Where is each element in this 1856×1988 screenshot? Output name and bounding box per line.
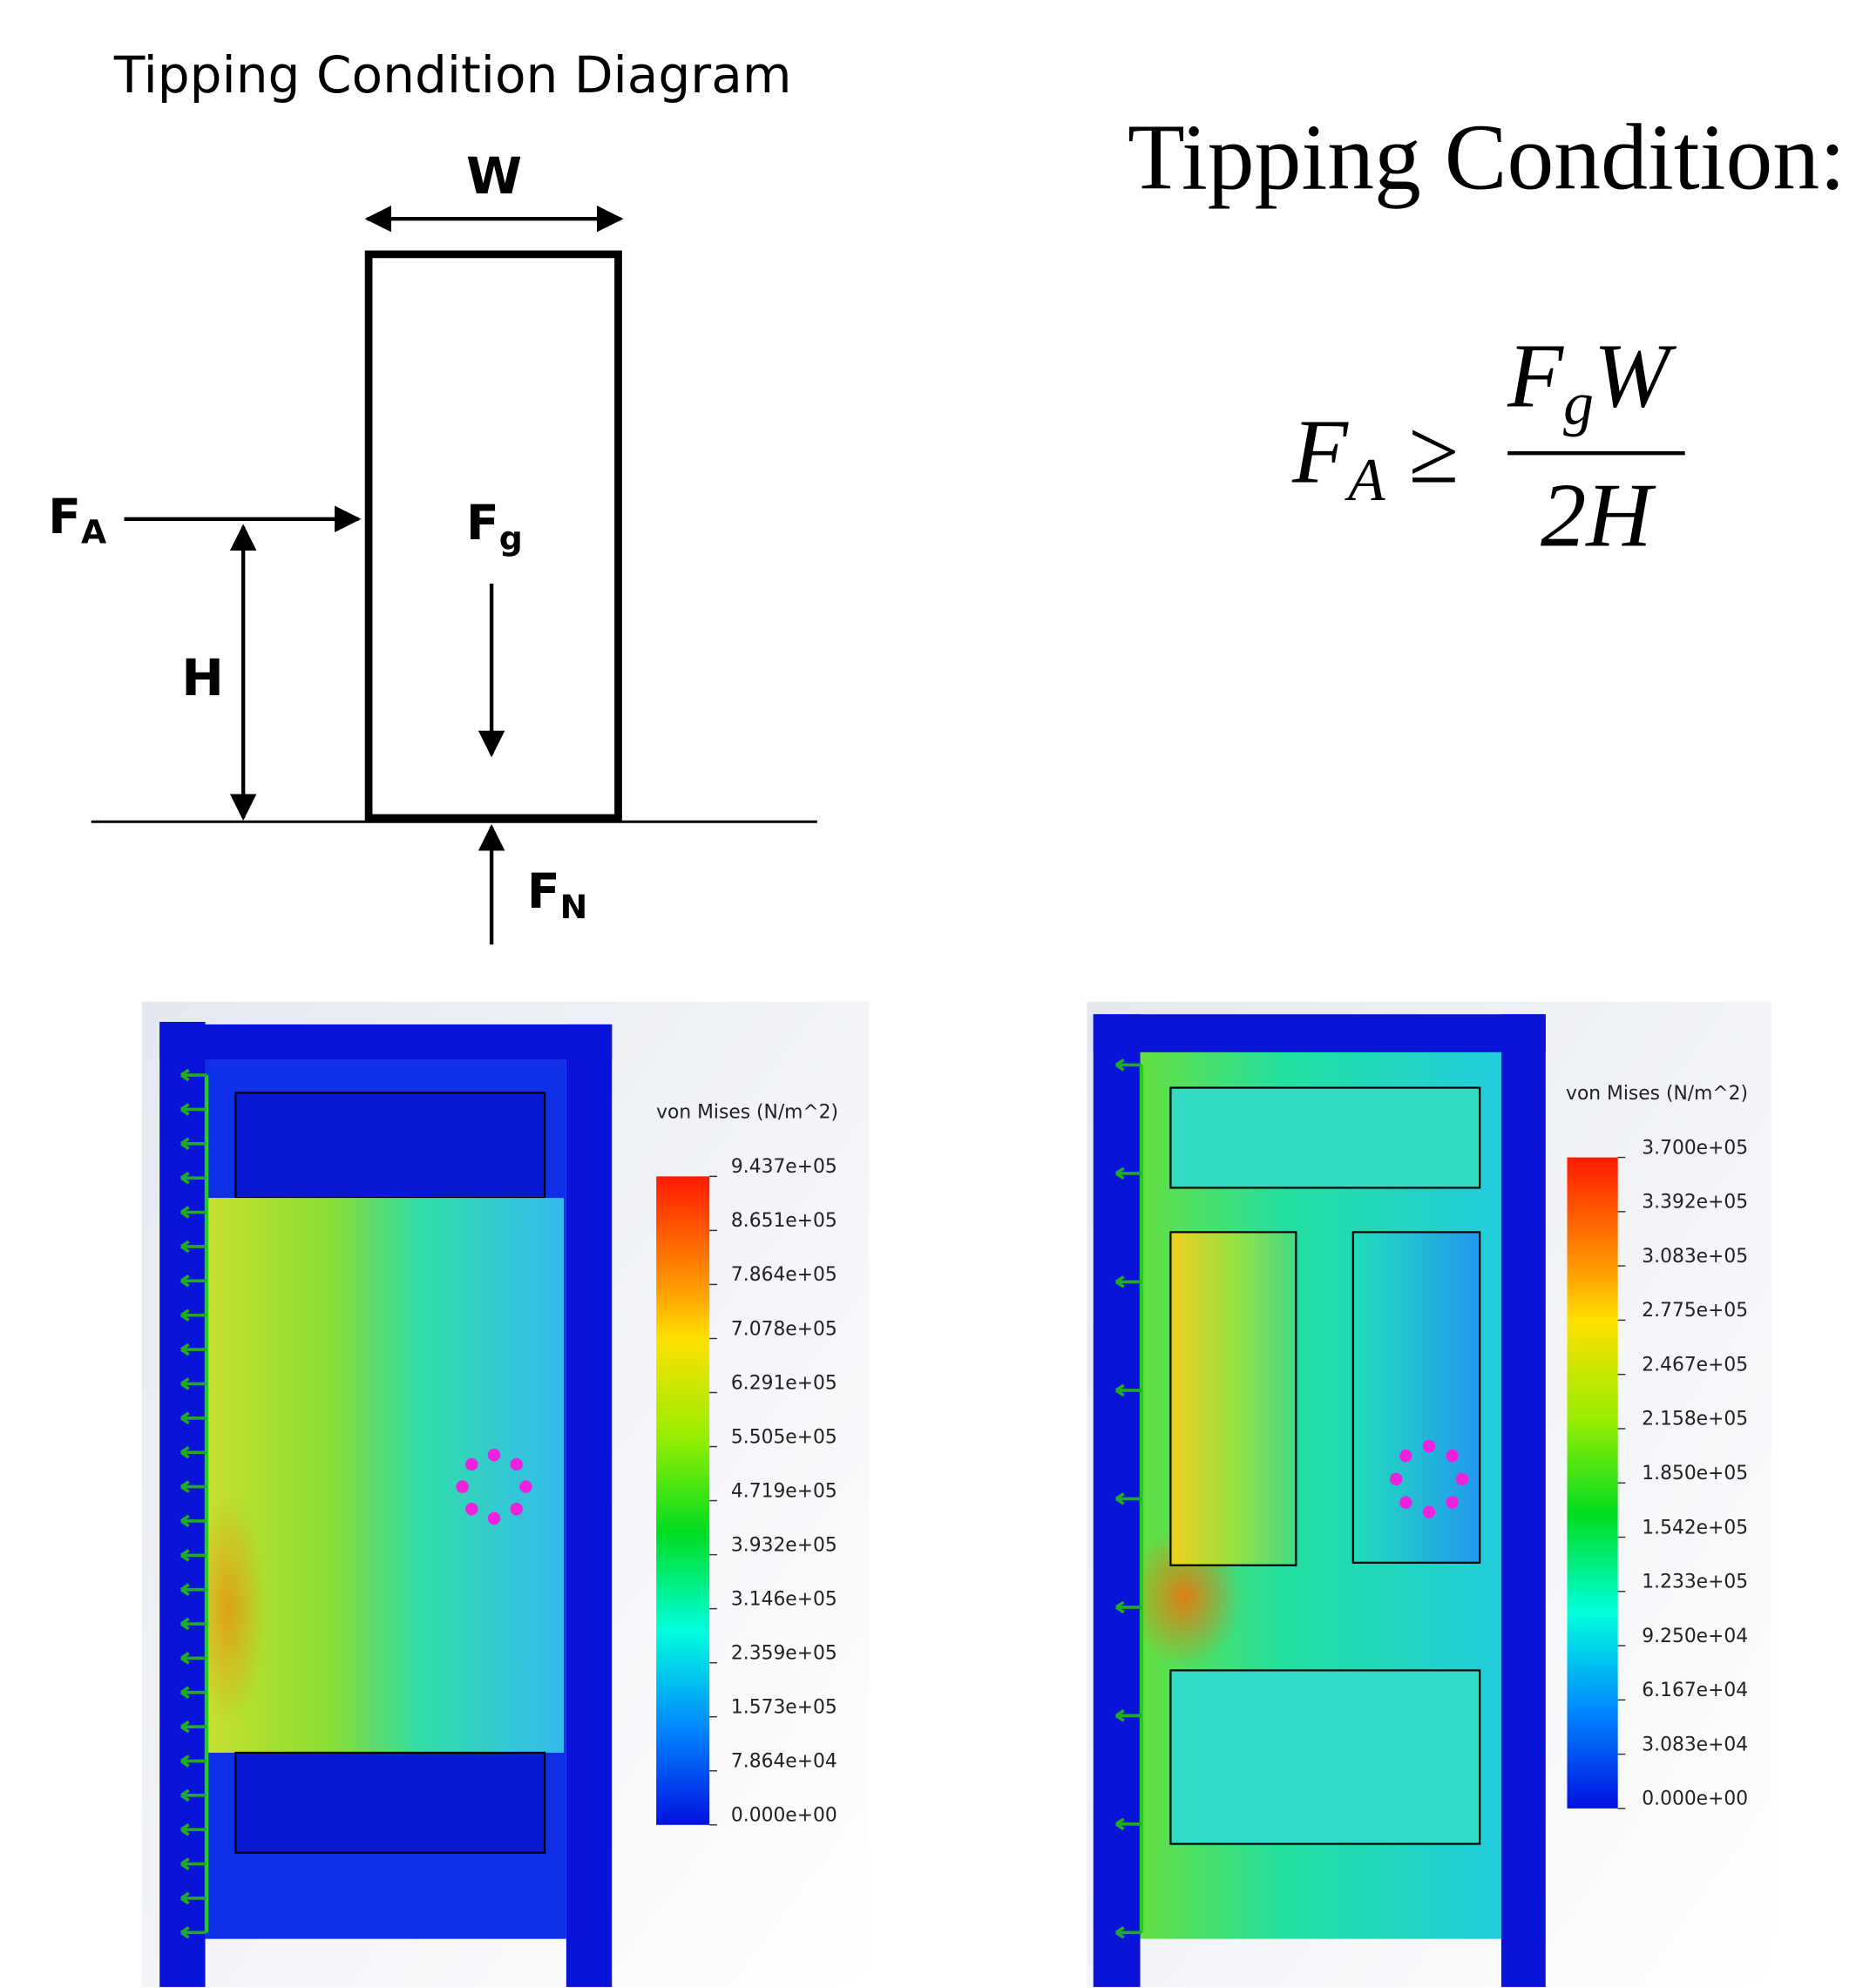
panel (1170, 1670, 1480, 1843)
panel (1170, 1088, 1480, 1188)
panel (1170, 1232, 1296, 1565)
legend-label: 7.864e+05 (731, 1264, 837, 1286)
tipping-diagram: Tipping Condition Diagram W FA H Fg FN (48, 45, 817, 944)
load-marker (465, 1458, 478, 1471)
page: Tipping Condition Diagram W FA H Fg FN T… (0, 0, 1856, 1988)
legend-title: von Mises (N/m^2) (656, 1102, 838, 1124)
legend-label: 4.719e+05 (731, 1480, 837, 1502)
legend-label: 3.083e+05 (1642, 1246, 1748, 1268)
stress-plot: von Mises (N/m^2) 3.700e+05 3.392e+05 3.08… (1087, 1002, 1771, 1987)
formula-heading: Tipping Condition: (1128, 105, 1846, 209)
legend-label: 7.078e+05 (731, 1318, 837, 1340)
legend-label: 1.850e+05 (1642, 1463, 1748, 1484)
load-marker (1446, 1496, 1459, 1509)
legend-label: 9.437e+05 (731, 1156, 837, 1178)
legend-label: 0.000e+00 (731, 1805, 837, 1827)
load-marker (510, 1458, 523, 1471)
frame-post (159, 1022, 205, 1987)
panel (235, 1092, 545, 1198)
legend-label: 3.932e+05 (731, 1534, 837, 1556)
load-marker (1399, 1450, 1412, 1463)
load-marker (456, 1480, 469, 1493)
legend-label: 6.167e+04 (1642, 1680, 1748, 1701)
frame-post (566, 1024, 612, 1987)
legend-label: 3.146e+05 (731, 1588, 837, 1610)
width-label: W (466, 146, 522, 206)
load-marker (510, 1503, 523, 1516)
figure: Tipping Condition Diagram W FA H Fg FN T… (0, 0, 1856, 1988)
stress-plot: von Mises (N/m^2) 9.437e+05 8.651e+05 7.86… (142, 1002, 870, 1987)
legend-label: 9.250e+04 (1642, 1626, 1748, 1647)
legend-label: 3.083e+04 (1642, 1734, 1748, 1755)
load-marker (488, 1512, 501, 1525)
legend-title: von Mises (N/m^2) (1566, 1083, 1748, 1105)
color-bar (1568, 1158, 1618, 1809)
legend-label: 1.573e+05 (731, 1697, 837, 1719)
normal-label: FN (527, 864, 587, 926)
formula-relation: ≥ (1409, 402, 1459, 503)
formula: Tipping Condition: FA ≥ FgW 2H (1128, 105, 1846, 565)
legend-label: 0.000e+00 (1642, 1789, 1748, 1810)
formula-numerator: FgW (1507, 325, 1677, 437)
legend-label: 1.542e+05 (1642, 1517, 1748, 1538)
frame-post (1501, 1014, 1546, 1987)
color-bar (656, 1176, 709, 1824)
load-marker (465, 1503, 478, 1516)
gravity-label: Fg (466, 496, 523, 558)
legend-label: 2.158e+05 (1642, 1409, 1748, 1430)
load-marker (1446, 1450, 1459, 1463)
legend-label: 2.359e+05 (731, 1642, 837, 1664)
diagram-title: Tipping Condition Diagram (113, 45, 792, 105)
legend-label: 3.700e+05 (1642, 1137, 1748, 1159)
load-marker (1423, 1505, 1436, 1518)
legend-label: 2.775e+05 (1642, 1300, 1748, 1322)
frame-top (1094, 1014, 1546, 1052)
legend-label: 8.651e+05 (731, 1210, 837, 1232)
legend-label: 2.467e+05 (1642, 1354, 1748, 1376)
panel (235, 1753, 545, 1853)
formula-lhs: FA (1291, 402, 1385, 514)
load-marker (1399, 1496, 1412, 1509)
load-marker (1456, 1473, 1469, 1486)
legend-label: 6.291e+05 (731, 1372, 837, 1394)
load-marker (1423, 1440, 1436, 1453)
load-marker (488, 1449, 501, 1462)
legend-label: 7.864e+04 (731, 1751, 837, 1773)
legend-label: 5.505e+05 (731, 1426, 837, 1448)
load-marker (1390, 1473, 1403, 1486)
legend-label: 3.392e+05 (1642, 1192, 1748, 1214)
height-label: H (181, 648, 224, 707)
load-marker (519, 1480, 532, 1493)
panel (1353, 1232, 1480, 1562)
formula-denominator: 2H (1541, 464, 1656, 565)
legend-label: 1.233e+05 (1642, 1572, 1748, 1593)
applied-force-label: FA (48, 490, 107, 551)
frame-top (159, 1024, 612, 1060)
